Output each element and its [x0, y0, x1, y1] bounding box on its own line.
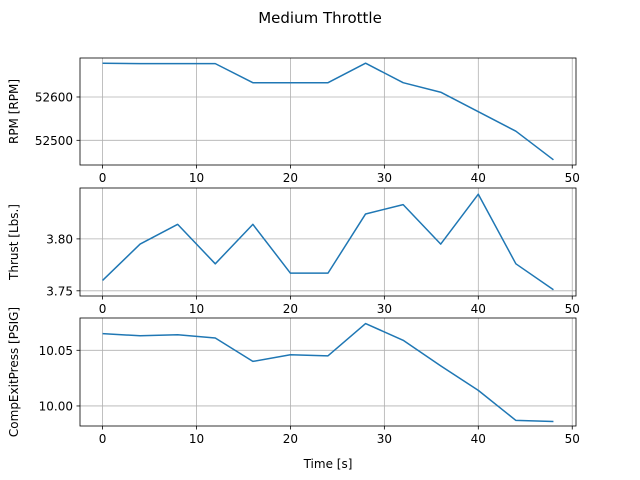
- rpm-ytick-label-0: 52500: [35, 134, 73, 148]
- thrust-ylabel: Thrust [Lbs.]: [7, 204, 21, 281]
- rpm-xtick-label-2: 20: [283, 171, 298, 185]
- thrust-ytick-label-0: 3.75: [46, 284, 73, 298]
- charts-container: 0 10 20 30 40 50 52500 52600 RPM [RPM] 0 10 20 30 40 5…: [7, 57, 580, 471]
- rpm-xtick-label-4: 40: [471, 171, 486, 185]
- thrust-ytick-label-1: 3.80: [46, 232, 73, 246]
- rpm-xtick-label-3: 30: [377, 171, 392, 185]
- thrust-series-line: [102, 193, 554, 291]
- comp-exit-press-xtick-label-5: 50: [565, 432, 580, 446]
- comp-exit-press-series-line: [102, 322, 554, 423]
- thrust-xtick-label-1: 10: [189, 302, 204, 316]
- rpm-ytick-label-1: 52600: [35, 90, 73, 104]
- comp-exit-press-xtick-label-1: 10: [189, 432, 204, 446]
- comp-exit-press-ylabel: CompExitPress [PSIG]: [7, 307, 21, 437]
- thrust-xtick-label-2: 20: [283, 302, 298, 316]
- thrust-xtick-label-4: 40: [471, 302, 486, 316]
- chart-thrust: 0 10 20 30 40 50 3.75 3.80 Thrust [Lbs.]: [7, 187, 580, 316]
- comp-exit-press-ytick-label-1: 10.05: [39, 344, 73, 358]
- rpm-xtick-label-5: 50: [565, 171, 580, 185]
- comp-exit-press-xlabel: Time [s]: [303, 457, 353, 471]
- comp-exit-press-xtick-label-4: 40: [471, 432, 486, 446]
- chart-comp-exit-press: 0 10 20 30 40 50 10.00 10.05 CompExitPress [PSIG…: [7, 307, 580, 471]
- thrust-xtick-label-3: 30: [377, 302, 392, 316]
- rpm-axes-frame: [79, 57, 577, 166]
- rpm-ylabel: RPM [RPM]: [7, 79, 21, 144]
- comp-exit-press-xtick-label-0: 0: [99, 432, 107, 446]
- chart-rpm: 0 10 20 30 40 50 52500 52600 RPM [RPM]: [7, 57, 580, 185]
- rpm-series-line: [102, 62, 554, 161]
- rpm-xtick-label-0: 0: [99, 171, 107, 185]
- thrust-xtick-label-0: 0: [99, 302, 107, 316]
- comp-exit-press-ytick-label-0: 10.00: [39, 399, 73, 413]
- comp-exit-press-axes-frame: [79, 317, 577, 427]
- comp-exit-press-xtick-label-2: 20: [283, 432, 298, 446]
- thrust-xtick-label-5: 50: [565, 302, 580, 316]
- rpm-xtick-label-1: 10: [189, 171, 204, 185]
- comp-exit-press-xtick-label-3: 30: [377, 432, 392, 446]
- figure-title: Medium Throttle: [258, 9, 382, 27]
- thrust-axes-frame: [79, 187, 577, 297]
